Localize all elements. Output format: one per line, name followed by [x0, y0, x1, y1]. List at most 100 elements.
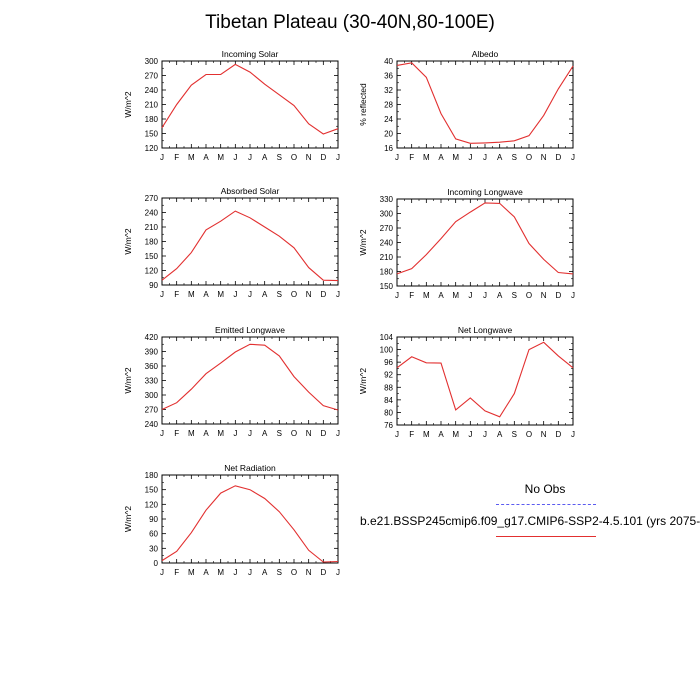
x-tick-label: F: [409, 153, 414, 162]
x-tick-label: A: [203, 568, 209, 577]
x-tick-label: F: [409, 430, 414, 439]
x-tick-label: S: [277, 429, 282, 438]
x-tick-label: J: [248, 153, 252, 162]
y-tick-label: 270: [145, 406, 159, 415]
x-tick-label: J: [233, 429, 237, 438]
y-tick-label: 270: [145, 194, 159, 203]
y-tick-label: 92: [384, 371, 393, 380]
y-tick-label: 150: [380, 282, 394, 291]
x-tick-label: J: [336, 568, 340, 577]
y-tick-label: 150: [145, 486, 159, 495]
x-tick-label: F: [174, 429, 179, 438]
y-tick-label: 240: [145, 209, 159, 218]
plot-frame: [161, 197, 339, 286]
x-tick-label: D: [320, 290, 326, 299]
x-tick-label: A: [203, 429, 209, 438]
y-tick-label: 330: [145, 377, 159, 386]
x-tick-label: J: [233, 153, 237, 162]
y-tick-label: 390: [145, 348, 159, 357]
x-tick-label: S: [512, 291, 517, 300]
y-axis-label: W/m^2: [123, 228, 133, 254]
x-tick-label: M: [188, 290, 195, 299]
x-tick-label: N: [306, 153, 312, 162]
y-tick-label: 0: [154, 559, 159, 568]
y-axis-label: W/m^2: [123, 506, 133, 532]
y-axis-label: W/m^2: [358, 229, 368, 255]
y-tick-label: 32: [384, 86, 393, 95]
x-tick-label: J: [571, 430, 575, 439]
y-tick-label: 88: [384, 383, 393, 392]
chart-title: Albedo: [472, 49, 499, 59]
plot-frame: [396, 336, 574, 426]
x-tick-label: M: [217, 568, 224, 577]
x-tick-label: M: [188, 153, 195, 162]
y-tick-label: 40: [384, 57, 393, 66]
y-tick-label: 150: [145, 130, 159, 139]
x-tick-label: D: [555, 430, 561, 439]
y-tick-label: 36: [384, 72, 393, 81]
y-tick-label: 240: [145, 420, 159, 429]
y-tick-label: 30: [149, 544, 158, 553]
y-axis-label: W/m^2: [123, 91, 133, 117]
x-tick-label: S: [512, 430, 517, 439]
legend-obs-label: No Obs: [524, 482, 566, 496]
y-tick-label: 180: [145, 238, 159, 247]
y-tick-label: 180: [380, 268, 394, 277]
series-line: [161, 485, 339, 563]
x-tick-label: O: [291, 429, 297, 438]
x-tick-label: J: [336, 153, 340, 162]
x-tick-label: N: [306, 290, 312, 299]
y-tick-label: 16: [384, 144, 393, 153]
x-tick-label: M: [423, 291, 430, 300]
x-tick-label: D: [320, 568, 326, 577]
x-tick-label: N: [541, 430, 547, 439]
y-tick-label: 270: [380, 224, 394, 233]
x-tick-label: A: [203, 153, 209, 162]
x-tick-label: A: [438, 153, 444, 162]
x-tick-label: F: [409, 291, 414, 300]
x-tick-label: A: [497, 291, 503, 300]
x-tick-label: S: [512, 153, 517, 162]
y-tick-label: 180: [145, 115, 159, 124]
x-tick-label: M: [452, 430, 459, 439]
x-tick-label: J: [160, 429, 164, 438]
y-axis-label: W/m^2: [123, 367, 133, 393]
x-tick-label: F: [174, 153, 179, 162]
plot-frame: [161, 336, 339, 425]
y-tick-label: 210: [145, 101, 159, 110]
series-line: [396, 62, 574, 144]
y-tick-label: 210: [145, 223, 159, 232]
x-tick-label: J: [336, 290, 340, 299]
x-tick-label: A: [262, 429, 268, 438]
x-tick-label: M: [217, 153, 224, 162]
y-tick-label: 360: [145, 362, 159, 371]
x-tick-label: J: [248, 290, 252, 299]
x-tick-label: N: [541, 291, 547, 300]
y-axis-label: % reflected: [358, 83, 368, 126]
page-title: Tibetan Plateau (30-40N,80-100E): [205, 12, 495, 33]
y-tick-label: 120: [145, 500, 159, 509]
x-tick-label: J: [468, 153, 472, 162]
x-tick-label: J: [571, 291, 575, 300]
chart-title: Incoming Longwave: [447, 187, 523, 197]
x-tick-label: F: [174, 568, 179, 577]
x-tick-label: A: [262, 290, 268, 299]
y-tick-label: 120: [145, 144, 159, 153]
x-tick-label: J: [468, 291, 472, 300]
x-tick-label: D: [555, 153, 561, 162]
x-tick-label: O: [526, 153, 532, 162]
x-tick-label: M: [423, 430, 430, 439]
x-tick-label: N: [541, 153, 547, 162]
x-tick-label: J: [483, 430, 487, 439]
x-tick-label: A: [438, 291, 444, 300]
y-axis-label: W/m^2: [358, 368, 368, 394]
series-line: [161, 343, 339, 411]
y-tick-label: 90: [149, 515, 158, 524]
legend-model-label: b.e21.BSSP245cmip6.f09_g17.CMIP6-SSP2-4.…: [360, 514, 700, 528]
